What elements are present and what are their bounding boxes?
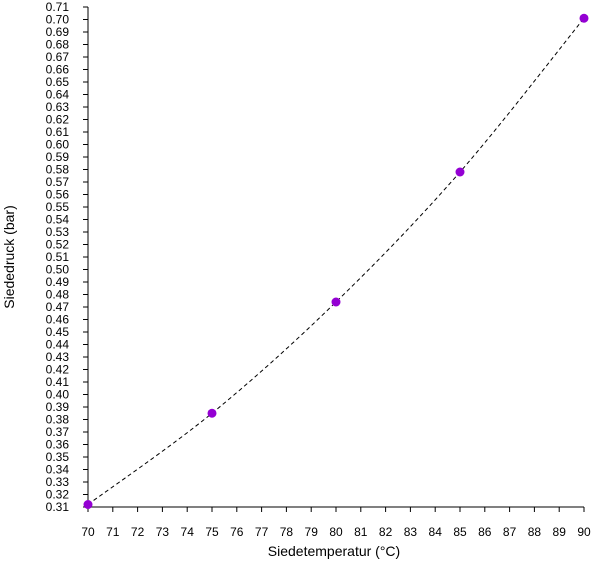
- x-tick-label: 70: [81, 525, 95, 539]
- x-tick-label: 74: [181, 525, 195, 539]
- series-layer: [83, 13, 589, 509]
- y-tick-label: 0.33: [46, 475, 70, 489]
- y-tick-label: 0.42: [46, 363, 70, 377]
- y-tick-label: 0.63: [46, 100, 70, 114]
- y-tick-label: 0.55: [46, 200, 70, 214]
- x-tick-label: 90: [577, 525, 591, 539]
- x-tick-label: 82: [379, 525, 393, 539]
- y-tick-label: 0.47: [46, 300, 70, 314]
- y-tick-label: 0.41: [46, 375, 70, 389]
- y-tick-label: 0.35: [46, 450, 70, 464]
- y-tick-label: 0.46: [46, 313, 70, 327]
- data-point: [207, 408, 217, 418]
- y-tick-label: 0.45: [46, 325, 70, 339]
- x-tick-label: 78: [280, 525, 294, 539]
- y-tick-label: 0.62: [46, 113, 70, 127]
- y-tick-label: 0.40: [46, 388, 70, 402]
- x-tick-label: 87: [503, 525, 517, 539]
- data-point: [579, 13, 589, 23]
- y-tick-label: 0.34: [46, 463, 70, 477]
- x-tick-label: 81: [354, 525, 368, 539]
- x-tick-label: 85: [453, 525, 467, 539]
- y-tick-label: 0.36: [46, 438, 70, 452]
- y-tick-label: 0.69: [46, 25, 70, 39]
- x-tick-label: 80: [329, 525, 343, 539]
- y-tick-label: 0.57: [46, 175, 70, 189]
- y-tick-label: 0.32: [46, 488, 70, 502]
- y-tick-label: 0.48: [46, 288, 70, 302]
- y-tick-label: 0.50: [46, 263, 70, 277]
- y-tick-label: 0.56: [46, 188, 70, 202]
- x-tick-label: 83: [404, 525, 418, 539]
- y-tick-label: 0.64: [46, 88, 70, 102]
- y-tick-label: 0.51: [46, 250, 70, 264]
- x-tick-label: 79: [305, 525, 319, 539]
- y-tick-label: 0.44: [46, 338, 70, 352]
- x-tick-label: 84: [429, 525, 443, 539]
- y-tick-label: 0.71: [46, 0, 70, 14]
- x-tick-label: 88: [528, 525, 542, 539]
- x-tick-label: 77: [255, 525, 269, 539]
- data-point: [331, 297, 341, 307]
- data-point: [455, 167, 465, 177]
- x-tick-label: 75: [205, 525, 219, 539]
- x-tick-label: 71: [106, 525, 120, 539]
- y-tick-label: 0.67: [46, 50, 70, 64]
- y-tick-label: 0.54: [46, 213, 70, 227]
- y-tick-label: 0.31: [46, 500, 70, 514]
- x-axis-ticks: 70 71 72 73 74 75 76 77 78 79 80 81 82 83 84 85 86 87 88 89…: [81, 507, 591, 539]
- y-tick-label: 0.66: [46, 63, 70, 77]
- y-tick-label: 0.38: [46, 413, 70, 427]
- y-tick-label: 0.70: [46, 13, 70, 27]
- x-tick-label: 86: [478, 525, 492, 539]
- y-tick-label: 0.52: [46, 238, 70, 252]
- y-axis-ticks: 0.310.320.330.340.350.360.370.380.390.40…: [46, 0, 88, 514]
- y-tick-label: 0.59: [46, 150, 70, 164]
- y-tick-label: 0.39: [46, 400, 70, 414]
- x-tick-label: 72: [131, 525, 145, 539]
- x-tick-label: 76: [230, 525, 244, 539]
- y-tick-label: 0.43: [46, 350, 70, 364]
- x-tick-label: 73: [156, 525, 170, 539]
- y-tick-label: 0.60: [46, 138, 70, 152]
- series-line: [87, 17, 585, 505]
- y-tick-label: 0.68: [46, 38, 70, 52]
- x-axis-title: Siedetemperatur (°C): [268, 543, 400, 559]
- y-axis-title: Siededruck (bar): [1, 205, 17, 309]
- data-point: [83, 500, 93, 509]
- y-tick-label: 0.58: [46, 163, 70, 177]
- x-tick-label: 89: [553, 525, 567, 539]
- y-tick-label: 0.37: [46, 425, 70, 439]
- y-tick-label: 0.53: [46, 225, 70, 239]
- y-tick-label: 0.61: [46, 125, 70, 139]
- y-tick-label: 0.49: [46, 275, 70, 289]
- y-tick-label: 0.65: [46, 75, 70, 89]
